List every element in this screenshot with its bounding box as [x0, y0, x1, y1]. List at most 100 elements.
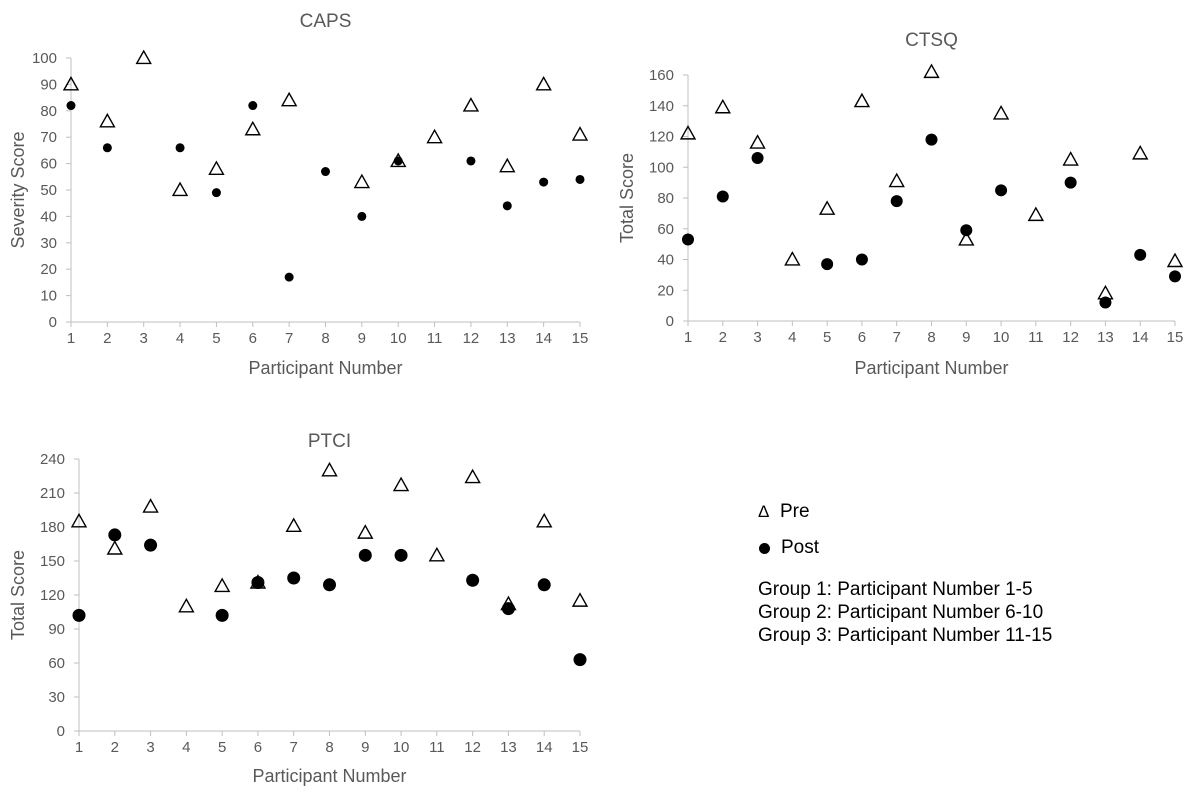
ctsq-y-tick-label: 80: [657, 190, 674, 207]
caps-x-tick-label: 11: [427, 330, 443, 347]
ctsq-x-tick-label: 8: [927, 329, 935, 346]
ptci-x-tick-label: 3: [146, 739, 154, 756]
caps-y-tick-label: 80: [40, 103, 57, 120]
ptci-post-point: [323, 578, 336, 592]
caps-y-tick-label: 0: [49, 314, 57, 331]
caps-pre-point: [353, 173, 371, 189]
ptci-x-tick-label: 10: [393, 739, 410, 756]
ctsq-x-tick-label: 6: [858, 329, 866, 346]
ptci-title: PTCI: [308, 431, 351, 452]
group-notes: Group 1: Participant Number 1-5 Group 2:…: [758, 578, 1052, 647]
circle-icon: [759, 542, 770, 554]
caps-y-tick-label: 100: [32, 50, 57, 67]
group-note-1: Group 1: Participant Number 1-5: [758, 579, 1033, 600]
ptci-x-tick-label: 11: [429, 739, 445, 756]
ptci-x-tick-label: 14: [536, 739, 553, 756]
ptci-x-tick-label: 9: [361, 739, 369, 756]
caps-y-tick-label: 30: [40, 235, 57, 252]
caps-y-tick-label: 10: [40, 288, 57, 305]
ptci-y-axis-label: Total Score: [8, 550, 28, 640]
caps-pre-point: [499, 157, 516, 173]
caps-pre-point: [135, 49, 152, 65]
legend-post-label: Post: [781, 537, 820, 558]
ptci-pre-point: [357, 524, 374, 539]
caps-post-point: [248, 101, 258, 111]
ptci-y-tick-label: 240: [40, 451, 65, 468]
ptci-x-axis-label: Participant Number: [252, 766, 406, 786]
ctsq-x-tick-label: 5: [823, 329, 831, 346]
caps-pre-point: [571, 126, 589, 141]
ctsq-x-tick-label: 12: [1062, 329, 1079, 346]
caps-post-point: [575, 174, 585, 184]
ctsq-x-tick-label: 14: [1132, 329, 1149, 346]
ptci-x-tick-label: 13: [500, 739, 517, 756]
ptci-pre-point: [464, 468, 481, 484]
ptci-post-point: [358, 548, 372, 562]
caps-pre-point: [99, 112, 116, 128]
ctsq-x-tick-label: 10: [993, 329, 1010, 346]
ctsq-pre-point: [853, 92, 871, 108]
ptci-y-tick-label: 30: [48, 689, 65, 706]
ctsq-pre-point: [818, 200, 836, 215]
ptci-y-tick-label: 120: [40, 587, 65, 604]
ctsq-y-tick-label: 0: [666, 313, 674, 330]
ptci-post-point: [251, 576, 265, 590]
caps-x-tick-label: 9: [358, 330, 366, 347]
triangle-icon: Δ: [758, 502, 770, 521]
caps-y-tick-label: 70: [40, 129, 57, 146]
ctsq-y-tick-label: 20: [657, 282, 674, 299]
ptci-pre-point: [142, 498, 159, 513]
caps-pre-point: [62, 75, 80, 91]
caps-post-point: [102, 143, 112, 153]
caps-x-tick-label: 7: [285, 330, 293, 347]
ctsq-post-point: [716, 190, 729, 203]
ctsq-post-point: [821, 258, 834, 271]
caps-post-point: [466, 156, 476, 166]
ctsq-x-tick-label: 2: [719, 329, 727, 346]
ptci-pre-point: [428, 546, 446, 562]
caps-y-tick-label: 20: [40, 261, 57, 278]
ptci-y-tick-label: 0: [57, 723, 65, 740]
ptci-x-tick-label: 7: [290, 739, 298, 756]
ctsq-x-tick-label: 7: [893, 329, 901, 346]
caps-post-point: [357, 211, 367, 221]
ctsq-pre-point: [714, 98, 731, 114]
ptci-x-tick-label: 5: [218, 739, 226, 756]
ptci-x-tick-label: 1: [75, 739, 83, 756]
caps-title: CAPS: [300, 11, 352, 32]
ctsq-y-tick-label: 100: [649, 159, 674, 176]
caps-post-point: [502, 201, 512, 211]
ctsq-post-point: [890, 195, 903, 208]
ptci-post-point: [144, 538, 158, 552]
legend-pre-label: Pre: [780, 501, 810, 522]
ctsq-post-point: [925, 133, 938, 146]
caps-x-tick-label: 13: [499, 330, 516, 347]
caps-x-axis-label: Participant Number: [248, 358, 402, 378]
ctsq-y-tick-label: 40: [657, 252, 674, 269]
ptci-x-tick-label: 8: [325, 739, 333, 756]
ptci-post-point: [108, 528, 122, 542]
caps-y-tick-label: 50: [40, 182, 57, 199]
ptci-x-tick-label: 15: [572, 739, 589, 756]
ptci-post-point: [501, 602, 515, 616]
ctsq-pre-point: [958, 231, 975, 246]
ctsq-y-tick-label: 160: [649, 67, 674, 84]
ptci-pre-point: [321, 461, 338, 477]
ctsq-x-tick-label: 4: [788, 329, 796, 346]
caps-pre-point: [535, 75, 552, 91]
legend-post: Post: [758, 530, 1052, 566]
ptci-post-point: [466, 573, 480, 587]
ctsq-post-point: [1169, 270, 1181, 283]
caps-pre-point: [208, 160, 225, 176]
ctsq-pre-point: [1132, 144, 1149, 160]
caps-post-point: [175, 143, 185, 153]
caps-post-point: [539, 177, 549, 187]
ptci-y-tick-label: 210: [40, 485, 65, 502]
ctsq-y-tick-label: 120: [649, 129, 674, 146]
ptci-pre-point: [285, 517, 302, 533]
caps-x-tick-label: 8: [321, 330, 329, 347]
caps-x-tick-label: 14: [535, 330, 552, 347]
caps-post-point: [284, 272, 294, 282]
caps-x-tick-label: 1: [67, 330, 75, 347]
